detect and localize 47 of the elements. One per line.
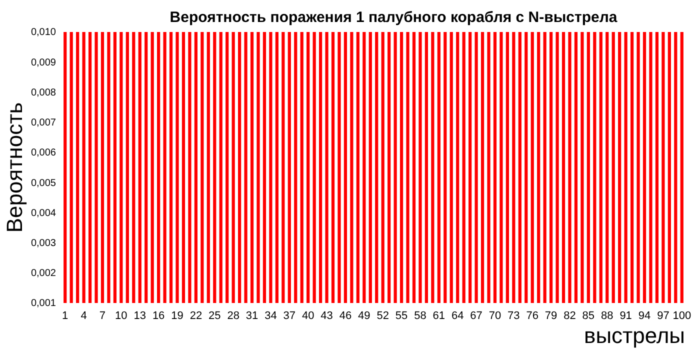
x-tick-label: 64 xyxy=(451,310,464,322)
y-axis-title: Вероятность xyxy=(2,102,27,233)
x-tick-label: 25 xyxy=(208,310,221,322)
x-tick-label: 7 xyxy=(99,310,106,322)
x-tick-label: 4 xyxy=(80,310,87,322)
y-tick-label: 0,009 xyxy=(30,57,56,68)
x-tick-label: 43 xyxy=(320,310,333,322)
x-tick-label: 88 xyxy=(601,310,614,322)
x-tick-label: 13 xyxy=(134,310,146,322)
x-tick-label: 100 xyxy=(672,310,692,322)
y-tick-label: 0,002 xyxy=(30,268,56,280)
x-tick-label: 37 xyxy=(283,310,296,322)
x-tick-label: 58 xyxy=(414,310,426,322)
x-tick-label: 79 xyxy=(544,310,558,322)
x-tick-label: 73 xyxy=(508,310,520,322)
y-tick-label: 0,010 xyxy=(30,27,56,38)
x-axis-title: выстрелы xyxy=(584,323,685,348)
y-tick-label: 0,008 xyxy=(30,87,56,98)
chart-title: Вероятность поражения 1 палубного корабля с N-выстрела xyxy=(170,9,618,26)
x-tick-label: 22 xyxy=(190,310,202,322)
x-tick-label: 61 xyxy=(432,310,446,322)
x-tick-label: 94 xyxy=(638,310,651,322)
x-tick-label: 70 xyxy=(488,310,502,322)
x-tick-label: 49 xyxy=(358,310,370,322)
x-tick-label: 46 xyxy=(339,310,352,322)
x-tick-label: 55 xyxy=(395,310,408,322)
x-tick-label: 34 xyxy=(264,310,277,322)
x-tick-label: 85 xyxy=(582,310,595,322)
x-tick-label: 76 xyxy=(526,310,538,322)
x-tick-label: 19 xyxy=(171,310,184,322)
y-tick-label: 0,003 xyxy=(30,238,56,249)
y-tick-label: 0,007 xyxy=(30,118,56,129)
x-tick-label: 82 xyxy=(564,310,576,322)
y-tick-label: 0,006 xyxy=(30,148,56,159)
y-tick-label: 0,001 xyxy=(30,298,56,310)
x-tick-label: 52 xyxy=(376,310,389,322)
x-tick-label: 97 xyxy=(657,310,670,322)
x-tick-label: 40 xyxy=(302,310,314,322)
x-tick-label: 1 xyxy=(62,310,68,322)
x-tick-label: 67 xyxy=(470,310,482,322)
x-tick-label: 10 xyxy=(115,310,128,322)
x-tick-label: 28 xyxy=(227,310,240,322)
x-tick-label: 16 xyxy=(152,310,165,322)
x-tick-label: 31 xyxy=(246,310,258,322)
x-tick-label: 91 xyxy=(620,310,632,322)
y-tick-label: 0,004 xyxy=(30,208,56,219)
y-tick-label: 0,005 xyxy=(30,178,56,189)
